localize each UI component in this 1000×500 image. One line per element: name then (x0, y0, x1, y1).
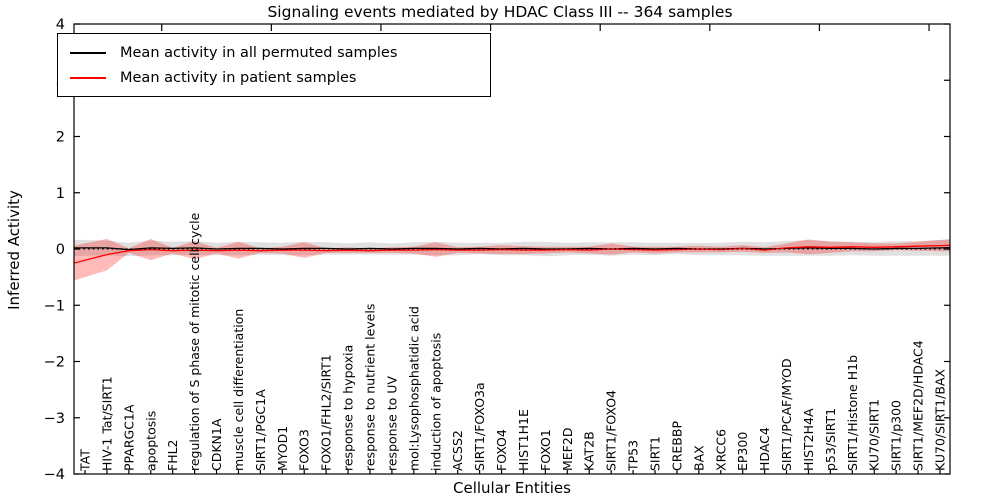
x-category-label: muscle cell differentiation (231, 309, 246, 471)
x-category-label: SIRT1/FOXO3a (472, 382, 487, 471)
y-tick-label: −3 (44, 411, 65, 427)
legend-label-permuted: Mean activity in all permuted samples (120, 44, 398, 61)
x-category-label: FOXO1/FHL2/SIRT1 (319, 354, 334, 471)
y-tick-label: 1 (56, 186, 65, 202)
x-category-label: KU70/SIRT1/BAX (933, 369, 948, 471)
permuted-line-swatch (70, 51, 106, 54)
x-category-label: HDAC4 (757, 427, 772, 471)
y-tick-label: −4 (44, 467, 65, 483)
x-category-label: SIRT1/FOXO4 (604, 390, 619, 471)
x-category-label: FOXO1 (538, 429, 553, 471)
patient-line-swatch (70, 76, 106, 79)
permuted-band (74, 239, 950, 257)
legend: Mean activity in all permuted samples Me… (57, 33, 491, 97)
x-category-label: KU70/SIRT1 (867, 399, 882, 471)
x-category-label: HIST2H4A (801, 408, 816, 471)
x-category-label: CREBBP (669, 421, 684, 471)
legend-label-patient: Mean activity in patient samples (120, 69, 357, 86)
x-category-label: TAT (78, 449, 93, 472)
x-category-label: CDKN1A (209, 418, 224, 471)
y-tick-label: −2 (44, 355, 65, 371)
x-category-label: MYOD1 (275, 426, 290, 471)
x-category-label: SIRT1/p300 (889, 400, 904, 471)
x-category-label: mol:Lysophosphatidic acid (406, 306, 421, 471)
x-category-label: KAT2B (582, 431, 597, 471)
x-category-label: response to UV (384, 376, 399, 471)
x-category-label: induction of apoptosis (428, 333, 443, 471)
x-category-label: MEF2D (560, 428, 575, 471)
x-category-label: HIV-1 Tat/SIRT1 (99, 376, 114, 471)
x-category-label: SIRT1/Histone H1b (845, 355, 860, 471)
x-category-label: response to nutrient levels (363, 304, 378, 471)
legend-entry-patient: Mean activity in patient samples (70, 67, 490, 89)
x-axis-label: Cellular Entities (453, 479, 571, 497)
legend-entry-permuted: Mean activity in all permuted samples (70, 42, 490, 64)
y-axis-label: Inferred Activity (5, 190, 23, 310)
x-category-label: XRCC6 (713, 429, 728, 471)
chart-title: Signaling events mediated by HDAC Class … (267, 3, 733, 21)
x-category-label: PPARGC1A (121, 404, 136, 471)
patient-mean-line (73, 244, 951, 264)
x-category-label: apoptosis (143, 411, 158, 471)
y-tick-label: 4 (56, 17, 65, 33)
y-tick-label: −1 (44, 298, 65, 314)
x-category-label: SIRT1 (648, 436, 663, 471)
x-category-label: HIST1H1E (516, 409, 531, 471)
x-category-label: response to hypoxia (341, 345, 356, 471)
x-category-label: FHL2 (165, 439, 180, 471)
x-category-label: SIRT1/MEF2D/HDAC4 (911, 340, 926, 471)
x-category-label: EP300 (735, 432, 750, 471)
y-tick-label: 0 (56, 242, 65, 258)
x-category-label: FOXO3 (297, 429, 312, 471)
x-category-label: SIRT1/PGC1A (253, 389, 268, 471)
x-category-label: ACSS2 (450, 430, 465, 471)
x-category-label: BAX (691, 445, 706, 471)
x-category-label: p53/SIRT1 (823, 408, 838, 471)
y-tick-label: 2 (56, 130, 65, 146)
x-category-label: FOXO4 (494, 429, 509, 471)
x-category-label: TP53 (626, 440, 641, 472)
x-category-label: SIRT1/PCAF/MYOD (779, 358, 794, 471)
x-category-label: regulation of S phase of mitotic cell cy… (187, 212, 202, 471)
